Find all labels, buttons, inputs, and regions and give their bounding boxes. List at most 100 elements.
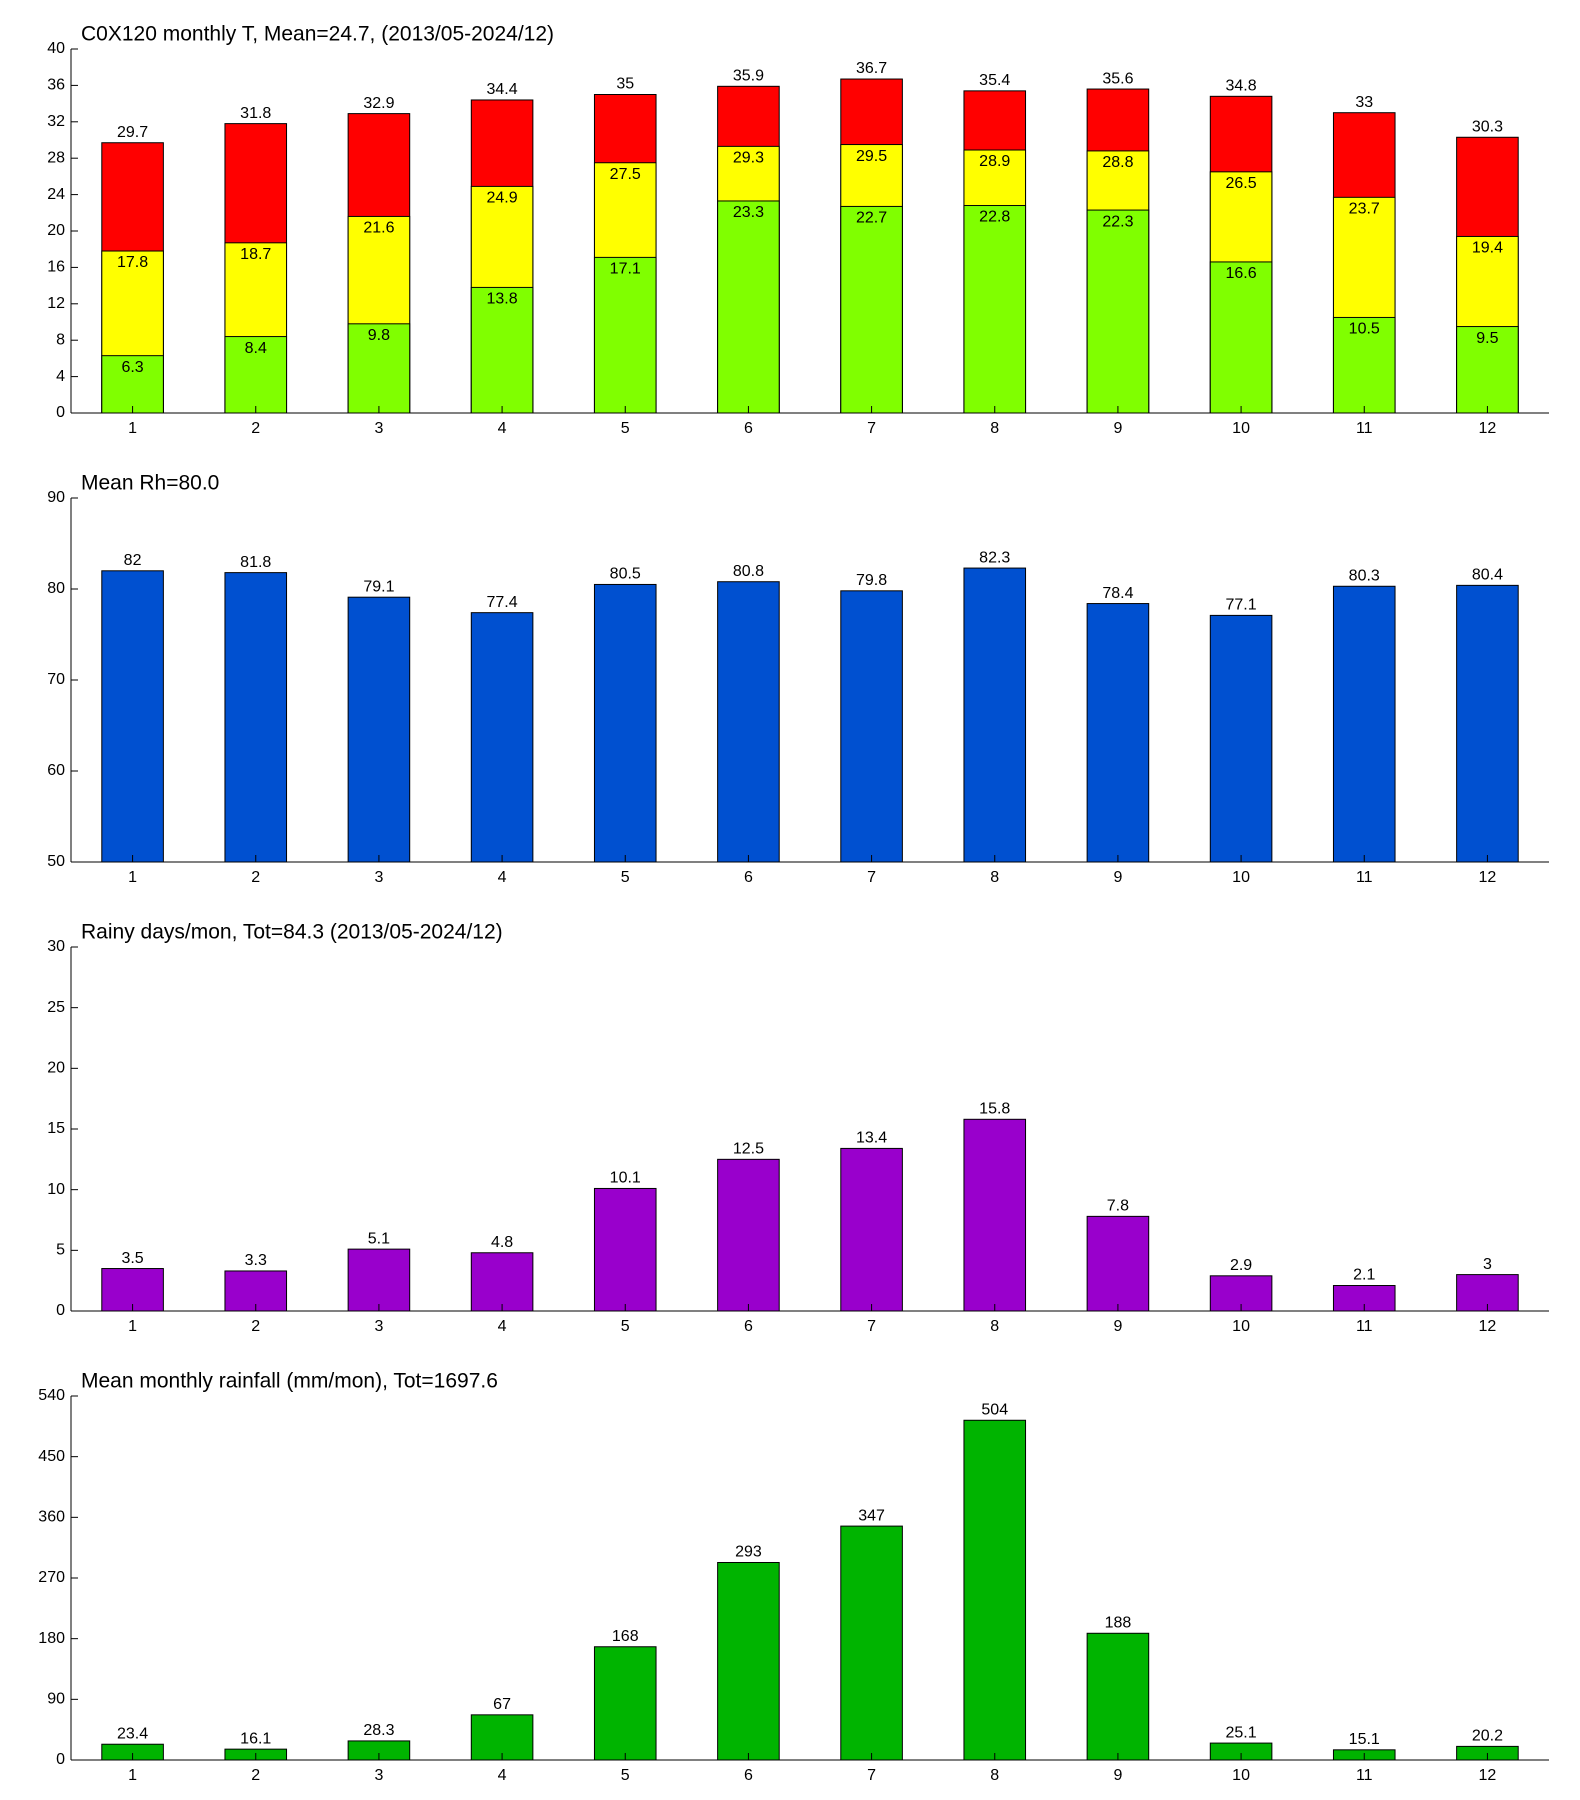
data-label: 13.4 — [856, 1130, 887, 1147]
data-label: 23.7 — [1349, 201, 1380, 218]
x-tick-label: 12 — [1479, 1767, 1497, 1784]
chart-title: Mean Rh=80.0 — [81, 472, 219, 495]
bar — [717, 1158, 780, 1312]
data-label: 5.1 — [368, 1230, 390, 1247]
bar — [963, 1118, 1027, 1312]
bar — [347, 323, 411, 414]
y-tick-label: 32 — [47, 113, 65, 130]
y-tick-label: 70 — [47, 671, 65, 688]
bar — [1209, 261, 1273, 414]
y-tick-label: 360 — [38, 1509, 65, 1526]
y-tick-label: 20 — [47, 1060, 65, 1077]
x-tick-label: 2 — [251, 1318, 260, 1335]
data-label: 35.9 — [733, 68, 764, 85]
y-tick-label: 90 — [47, 489, 65, 506]
x-tick-label: 1 — [128, 869, 137, 886]
x-tick-label: 12 — [1479, 1318, 1497, 1335]
data-label: 25.1 — [1226, 1724, 1257, 1741]
data-label: 33 — [1355, 94, 1373, 111]
data-label: 29.3 — [733, 150, 764, 167]
data-label: 80.5 — [610, 566, 641, 583]
y-tick-label: 0 — [56, 404, 65, 421]
x-tick-label: 1 — [128, 1318, 137, 1335]
bar — [101, 1268, 164, 1312]
data-label: 3.3 — [245, 1252, 267, 1269]
x-tick-label: 7 — [867, 420, 876, 437]
data-label: 80.8 — [733, 563, 764, 580]
x-tick-label: 9 — [1113, 420, 1122, 437]
x-tick-label: 7 — [867, 869, 876, 886]
bar — [717, 200, 780, 414]
y-tick-label: 20 — [47, 222, 65, 239]
data-label: 23.4 — [117, 1725, 148, 1742]
data-label: 67 — [493, 1696, 511, 1713]
x-tick-label: 10 — [1232, 1767, 1250, 1784]
chart-title: C0X120 monthly T, Mean=24.7, (2013/05-20… — [81, 23, 554, 46]
data-label: 7.8 — [1107, 1198, 1129, 1215]
bar — [963, 1419, 1027, 1761]
data-label: 31.8 — [240, 105, 271, 122]
x-tick-label: 7 — [867, 1767, 876, 1784]
data-label: 15.8 — [979, 1101, 1010, 1118]
bar — [963, 567, 1027, 863]
x-tick-label: 4 — [498, 420, 507, 437]
y-tick-label: 12 — [47, 295, 65, 312]
data-label: 35.4 — [979, 72, 1010, 89]
data-label: 28.3 — [363, 1722, 394, 1739]
data-label: 20.2 — [1472, 1728, 1503, 1745]
data-label: 80.3 — [1349, 567, 1380, 584]
data-label: 12.5 — [733, 1141, 764, 1158]
data-label: 32.9 — [363, 95, 394, 112]
data-label: 22.7 — [856, 210, 887, 227]
data-label: 168 — [612, 1628, 639, 1645]
x-tick-label: 2 — [251, 420, 260, 437]
x-tick-label: 5 — [621, 1767, 630, 1784]
bar — [470, 286, 534, 414]
x-tick-label: 6 — [744, 1767, 753, 1784]
y-tick-label: 0 — [56, 1751, 65, 1768]
y-tick-label: 25 — [47, 999, 65, 1016]
data-label: 347 — [858, 1507, 885, 1524]
data-label: 13.8 — [487, 291, 518, 308]
x-tick-label: 11 — [1356, 869, 1373, 886]
data-label: 16.1 — [240, 1730, 271, 1747]
y-tick-label: 5 — [56, 1242, 65, 1259]
data-label: 80.4 — [1472, 567, 1503, 584]
x-tick-label: 3 — [374, 420, 383, 437]
bar — [593, 1187, 657, 1312]
y-tick-label: 180 — [38, 1630, 65, 1647]
bar — [1086, 1632, 1150, 1761]
y-tick-label: 15 — [47, 1120, 65, 1137]
bar — [593, 1646, 657, 1761]
x-tick-label: 9 — [1113, 1318, 1122, 1335]
data-label: 9.8 — [368, 327, 390, 344]
data-label: 28.9 — [979, 153, 1010, 170]
bar — [593, 583, 657, 863]
x-tick-label: 5 — [621, 420, 630, 437]
bar — [963, 205, 1027, 414]
data-label: 82.3 — [979, 549, 1010, 566]
data-label: 79.1 — [363, 578, 394, 595]
data-label: 504 — [981, 1401, 1008, 1418]
bar — [1086, 1215, 1150, 1312]
data-label: 24.9 — [487, 190, 518, 207]
bar — [717, 1561, 780, 1761]
data-label: 15.1 — [1349, 1731, 1380, 1748]
y-tick-label: 270 — [38, 1569, 65, 1586]
x-tick-label: 8 — [990, 1767, 999, 1784]
bar — [1086, 603, 1150, 863]
x-tick-label: 5 — [621, 1318, 630, 1335]
x-tick-label: 6 — [744, 869, 753, 886]
x-tick-label: 8 — [990, 420, 999, 437]
x-tick-label: 11 — [1356, 1767, 1373, 1784]
data-label: 81.8 — [240, 554, 271, 571]
x-tick-label: 9 — [1113, 869, 1122, 886]
y-tick-label: 50 — [47, 853, 65, 870]
bar — [347, 1248, 411, 1312]
data-label: 17.8 — [117, 254, 148, 271]
x-tick-label: 5 — [621, 869, 630, 886]
bar — [470, 1714, 534, 1761]
x-tick-label: 11 — [1356, 420, 1373, 437]
bar — [1209, 614, 1273, 863]
data-label: 9.5 — [1476, 330, 1498, 347]
